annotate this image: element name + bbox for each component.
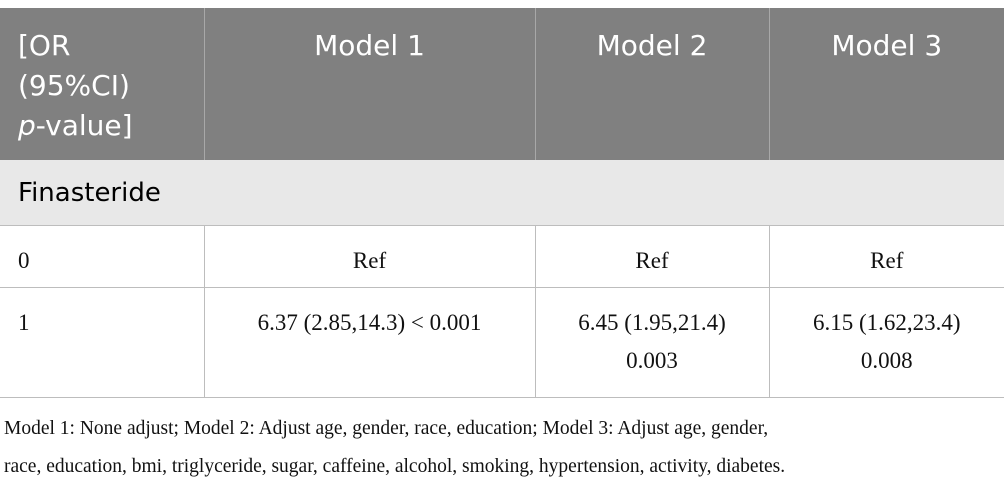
section-label: Finasteride xyxy=(0,160,1004,226)
data-cell: 6.37 (2.85,14.3) < 0.001 xyxy=(203,287,535,398)
cell-line: 6.45 (1.95,21.4) xyxy=(578,310,726,335)
data-cell: 6.15 (1.62,23.4) 0.008 xyxy=(768,287,1004,398)
data-row: 1 6.37 (2.85,14.3) < 0.001 6.45 (1.95,21.4… xyxy=(0,287,1004,398)
cell-line: Ref xyxy=(352,248,387,273)
cell-line: 0.003 xyxy=(626,348,678,373)
footnote-line: race, education, bmi, triglyceride, suga… xyxy=(4,456,786,477)
italic-p: p xyxy=(18,109,36,142)
cell-line: 0.008 xyxy=(860,348,913,373)
cell-line: Ref xyxy=(870,248,904,273)
cell-line: 1 xyxy=(18,310,30,335)
data-row: 0 Ref Ref Ref xyxy=(0,225,1004,288)
cell-line: 6.37 (2.85,14.3) < 0.001 xyxy=(257,310,482,335)
header-cell: Model 2 xyxy=(534,8,769,160)
footnote-line: Model 1: None adjust; Model 2: Adjust ag… xyxy=(4,418,769,439)
header-text: -value] xyxy=(35,109,133,142)
header-line: [OR xyxy=(18,29,71,62)
data-cell: 6.45 (1.95,21.4) 0.003 xyxy=(534,287,769,398)
header-line: (95%CI) xyxy=(18,69,130,102)
header-line: p-value] xyxy=(18,106,194,146)
footnote: Model 1: None adjust; Model 2: Adjust ag… xyxy=(4,410,785,486)
header-row: [OR (95%CI) p-value] Model 1 Model 2 Mod… xyxy=(0,8,1004,160)
cell-line: 6.15 (1.62,23.4) xyxy=(812,310,961,335)
data-cell: 1 xyxy=(0,287,204,398)
header-cell: [OR (95%CI) p-value] xyxy=(0,8,204,160)
cell-line: Ref xyxy=(635,248,669,273)
data-cell: 0 xyxy=(0,225,204,288)
data-cell: Ref xyxy=(534,225,769,288)
header-cell: Model 3 xyxy=(768,8,1004,160)
results-table: [OR (95%CI) p-value] Model 1 Model 2 Mod… xyxy=(0,8,1004,398)
section-row: Finasteride xyxy=(0,160,1004,226)
data-cell: Ref xyxy=(203,225,535,288)
header-cell: Model 1 xyxy=(203,8,535,160)
cell-line: 0 xyxy=(18,248,30,273)
data-cell: Ref xyxy=(768,225,1004,288)
